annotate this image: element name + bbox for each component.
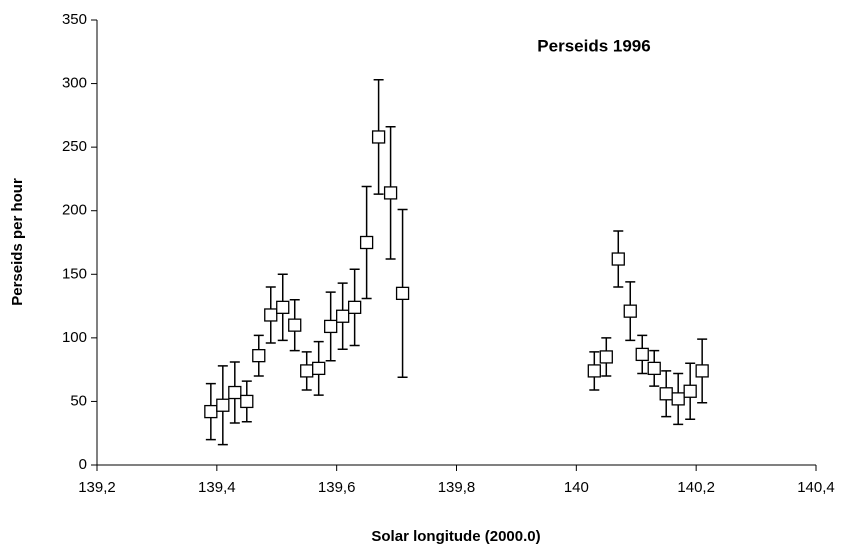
point xyxy=(204,404,218,419)
x-tick-label: 139,4 xyxy=(198,479,236,496)
point xyxy=(359,235,374,250)
y-tick-label: 350 xyxy=(62,11,87,28)
y-axis-label: Perseids per hour xyxy=(9,178,26,306)
point xyxy=(288,318,302,332)
point xyxy=(240,394,254,409)
point xyxy=(300,364,314,378)
point xyxy=(635,347,649,362)
point xyxy=(276,300,290,314)
x-tick-label: 139,6 xyxy=(318,479,356,496)
point xyxy=(252,349,266,363)
x-tick-label: 140,4 xyxy=(797,479,835,496)
point xyxy=(587,364,601,378)
point xyxy=(611,252,625,266)
x-tick-label: 140,2 xyxy=(677,479,715,496)
point xyxy=(623,304,637,318)
point xyxy=(312,361,326,376)
y-tick-label: 250 xyxy=(62,138,87,155)
point xyxy=(371,130,386,144)
point xyxy=(228,385,242,400)
y-tick-label: 0 xyxy=(79,456,87,473)
x-tick-label: 140 xyxy=(564,479,589,496)
point xyxy=(683,384,697,398)
y-tick-label: 200 xyxy=(62,202,87,219)
point xyxy=(383,186,398,200)
point xyxy=(395,286,410,301)
y-tick-label: 100 xyxy=(62,329,87,346)
point xyxy=(599,350,613,364)
point xyxy=(324,319,338,334)
x-axis-label: Solar longitude (2000.0) xyxy=(371,528,540,545)
point xyxy=(264,308,278,322)
point xyxy=(647,361,661,376)
chart-title: Perseids 1996 xyxy=(537,36,650,55)
point xyxy=(695,364,709,378)
y-tick-label: 150 xyxy=(62,265,87,282)
point xyxy=(671,392,685,406)
x-tick-label: 139,8 xyxy=(438,479,476,496)
point xyxy=(216,398,230,412)
point xyxy=(347,300,362,314)
point xyxy=(336,309,350,323)
x-tick-label: 139,2 xyxy=(78,479,116,496)
point xyxy=(659,387,673,401)
y-tick-label: 50 xyxy=(70,392,87,409)
y-tick-label: 300 xyxy=(62,75,87,92)
